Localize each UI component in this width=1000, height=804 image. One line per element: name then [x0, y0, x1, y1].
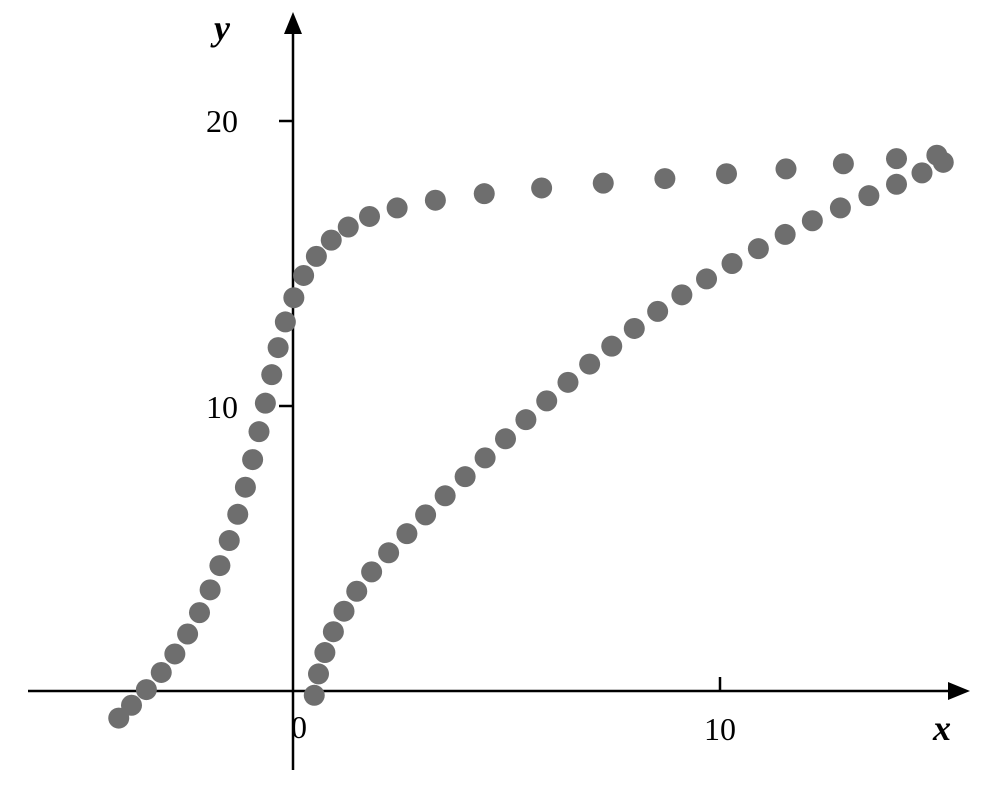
data-point: [275, 311, 296, 332]
data-point: [722, 253, 743, 274]
data-point: [425, 190, 446, 211]
x-axis-label: x: [932, 708, 951, 748]
data-point: [121, 695, 142, 716]
y-axis-label: y: [210, 8, 231, 48]
data-point: [334, 601, 355, 622]
data-point: [654, 168, 675, 189]
data-point: [219, 530, 240, 551]
data-point: [293, 265, 314, 286]
data-point: [321, 230, 342, 251]
x-tick-label: 10: [704, 711, 736, 747]
data-point: [415, 504, 436, 525]
data-point: [912, 162, 933, 183]
y-tick-label: 10: [206, 389, 238, 425]
data-point: [304, 685, 325, 706]
data-point: [136, 679, 157, 700]
data-point: [748, 238, 769, 259]
data-point: [624, 318, 645, 339]
data-point: [189, 602, 210, 623]
data-point: [515, 409, 536, 430]
data-point: [346, 581, 367, 602]
data-point: [775, 224, 796, 245]
data-point: [361, 561, 382, 582]
data-point: [359, 206, 380, 227]
data-point: [177, 624, 198, 645]
data-point: [261, 364, 282, 385]
data-point: [268, 337, 289, 358]
data-point: [338, 217, 359, 238]
data-point: [858, 185, 879, 206]
data-point: [435, 485, 456, 506]
origin-label: 0: [291, 709, 307, 745]
data-point: [308, 663, 329, 684]
data-point: [235, 477, 256, 498]
data-point: [209, 555, 230, 576]
data-point: [776, 158, 797, 179]
data-point: [531, 177, 552, 198]
data-point: [227, 504, 248, 525]
chart-svg: 0 10 10 20 x y: [0, 0, 1000, 804]
data-point: [601, 336, 622, 357]
data-point: [696, 268, 717, 289]
data-point: [474, 183, 495, 204]
data-point: [249, 421, 270, 442]
data-point: [314, 642, 335, 663]
data-point: [200, 579, 221, 600]
data-point: [495, 428, 516, 449]
data-point: [378, 542, 399, 563]
data-point: [886, 174, 907, 195]
data-point: [396, 523, 417, 544]
data-point: [886, 148, 907, 169]
data-point: [802, 210, 823, 231]
data-point: [593, 173, 614, 194]
scatter-chart: 0 10 10 20 x y: [0, 0, 1000, 804]
data-point: [833, 153, 854, 174]
data-point: [579, 354, 600, 375]
data-point: [716, 163, 737, 184]
data-point: [455, 466, 476, 487]
data-point: [671, 284, 692, 305]
data-point: [164, 643, 185, 664]
data-point: [323, 621, 344, 642]
data-point: [306, 246, 327, 267]
data-point: [557, 372, 578, 393]
data-point: [255, 393, 276, 414]
data-point: [283, 287, 304, 308]
y-tick-label: 20: [206, 103, 238, 139]
data-point: [151, 662, 172, 683]
data-point: [830, 197, 851, 218]
data-point: [475, 447, 496, 468]
data-point: [933, 152, 954, 173]
data-point: [536, 390, 557, 411]
data-point: [387, 197, 408, 218]
data-point: [242, 449, 263, 470]
data-point: [647, 301, 668, 322]
